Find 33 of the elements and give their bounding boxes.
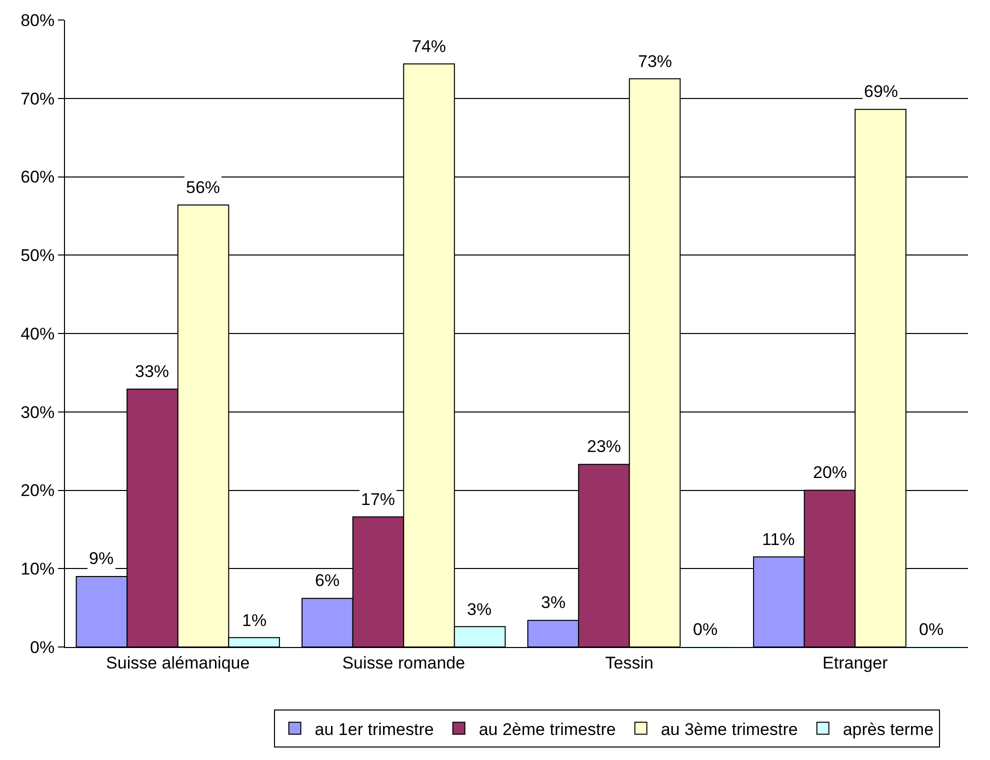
data-label: 0%	[919, 620, 944, 639]
data-label: 73%	[638, 52, 672, 71]
data-label: 20%	[813, 463, 848, 482]
y-tick-label: 30%	[20, 402, 55, 422]
x-tick-label: Etranger	[822, 653, 888, 672]
data-label: 69%	[864, 82, 898, 101]
data-label: 23%	[587, 437, 622, 456]
data-label: 74%	[412, 37, 446, 56]
data-label: 3%	[541, 593, 566, 612]
data-label: 11%	[762, 530, 795, 549]
data-label: 6%	[315, 571, 340, 590]
x-tick-label: Suisse alémanique	[106, 653, 250, 672]
y-tick-label: 20%	[20, 481, 55, 500]
data-label: 56%	[186, 178, 220, 197]
data-label: 1%	[242, 611, 267, 630]
y-tick-label: 70%	[20, 89, 55, 108]
x-tick-label: Suisse romande	[342, 653, 466, 672]
y-tick-label: 0%	[30, 638, 55, 657]
legend-label: après terme	[842, 720, 934, 739]
y-tick-label: 60%	[20, 168, 55, 187]
data-label: 3%	[467, 600, 492, 619]
data-label: 17%	[361, 490, 396, 509]
x-tick-label: Tessin	[605, 653, 654, 672]
data-label: 33%	[135, 362, 170, 381]
y-tick-label: 80%	[20, 10, 55, 30]
legend-label: au 1er trimestre	[314, 720, 434, 739]
y-tick-label: 50%	[20, 246, 55, 266]
data-label: 9%	[89, 549, 114, 568]
legend-label: au 2ème trimestre	[478, 720, 616, 739]
y-tick-label: 40%	[20, 324, 55, 344]
legend-label: au 3ème trimestre	[660, 720, 798, 739]
data-label: 0%	[693, 620, 718, 639]
y-tick-label: 10%	[20, 560, 55, 579]
